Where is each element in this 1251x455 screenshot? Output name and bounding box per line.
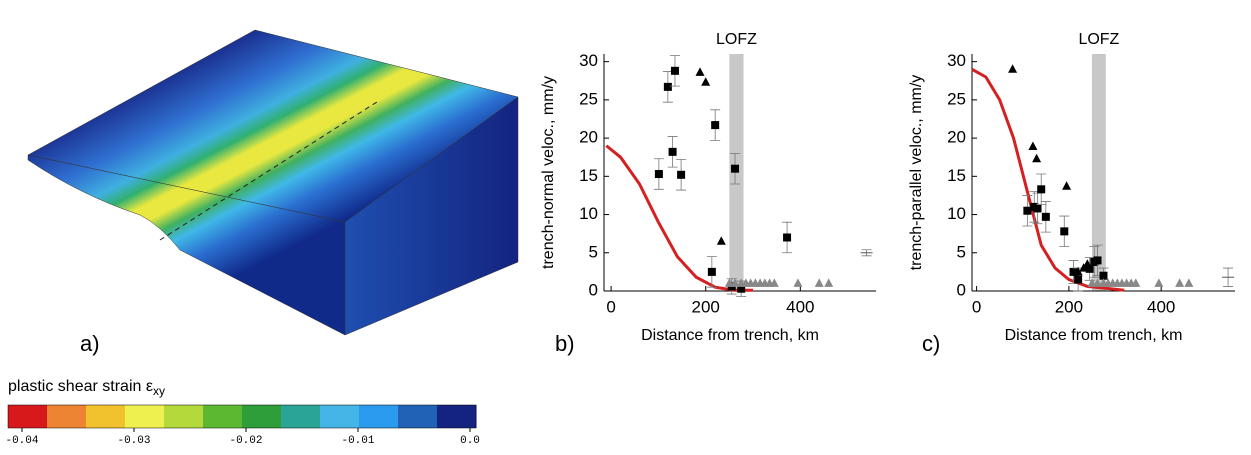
- colorbar-swatch: [242, 405, 282, 428]
- data-point: [695, 67, 705, 76]
- data-point: [1082, 259, 1092, 268]
- data-point: [783, 233, 792, 242]
- data-point: [1175, 278, 1185, 287]
- data-point: [1131, 278, 1141, 287]
- colorbar-swatch: [281, 405, 321, 428]
- data-point: [716, 236, 726, 245]
- y-tick-label: 15: [579, 166, 598, 185]
- panel-label: a): [80, 331, 100, 356]
- data-point: [1073, 266, 1083, 276]
- data-point: [701, 77, 711, 86]
- data-point: [1093, 256, 1102, 265]
- panel-label: c): [922, 331, 940, 356]
- data-point: [1028, 141, 1038, 151]
- y-tick-label: 0: [589, 280, 598, 299]
- y-tick-label: 25: [947, 89, 966, 108]
- data-point: [707, 267, 716, 276]
- x-axis-title: Distance from trench, km: [641, 327, 819, 344]
- colorbar-frame: [7, 404, 477, 429]
- data-point: [1032, 153, 1042, 163]
- data-point: [737, 284, 746, 293]
- y-tick-label: 20: [579, 128, 598, 147]
- data-point: [1085, 264, 1094, 273]
- colorbar-swatch: [86, 405, 126, 428]
- x-tick-label: 400: [1147, 297, 1175, 316]
- data-point: [1033, 204, 1042, 213]
- annotation: LOFZ: [1078, 31, 1119, 48]
- colorbar-tick-label: 0.0: [460, 435, 480, 447]
- data-point: [730, 278, 740, 287]
- colorbar-swatch: [320, 405, 360, 428]
- data-point: [1099, 271, 1108, 280]
- colorbar-swatch: [398, 405, 438, 428]
- y-tick-label: 25: [579, 89, 598, 108]
- colorbar-tick-label: -0.02: [229, 435, 262, 447]
- data-point: [1093, 278, 1103, 287]
- y-tick-label: 0: [957, 280, 966, 299]
- colorbar-subscript: xy: [153, 384, 165, 398]
- x-tick-label: 200: [1055, 297, 1083, 316]
- y-tick-label: 10: [579, 204, 598, 223]
- colorbar-tick-label: -0.01: [341, 435, 374, 447]
- data-point: [711, 121, 720, 130]
- data-point: [731, 164, 740, 173]
- colorbar-swatch: [359, 405, 399, 428]
- y-tick-label: 15: [947, 166, 966, 185]
- colorbar-swatch: [8, 405, 48, 428]
- data-point: [663, 82, 672, 91]
- panel-label: b): [555, 331, 575, 356]
- data-point: [1069, 267, 1078, 276]
- y-axis-title: trench-parallel veloc., mm/y: [908, 75, 925, 271]
- annotation: LOFZ: [716, 31, 757, 48]
- lofz-band: [1091, 54, 1106, 291]
- data-point: [668, 147, 677, 156]
- data-point: [724, 278, 734, 287]
- data-point: [670, 66, 679, 75]
- x-axis-title: Distance from trench, km: [1005, 327, 1183, 344]
- data-point: [793, 278, 803, 287]
- model-line: [971, 67, 1125, 292]
- y-tick-label: 5: [589, 242, 598, 261]
- y-tick-label: 20: [947, 128, 966, 147]
- x-tick-label: 0: [606, 297, 615, 316]
- data-point: [1037, 185, 1046, 194]
- data-point: [1062, 181, 1072, 190]
- y-tick-label: 10: [947, 204, 966, 223]
- colorbar-tick-label: -0.04: [5, 435, 38, 447]
- data-point: [1060, 227, 1069, 236]
- data-point: [677, 170, 686, 179]
- colorbar-swatch: [125, 405, 165, 428]
- data-point: [769, 278, 779, 287]
- data-point: [1023, 206, 1032, 215]
- y-tick-label: 5: [957, 242, 966, 261]
- x-tick-label: 0: [972, 297, 981, 316]
- colorbar-title-text: plastic shear strain ε: [8, 378, 153, 395]
- y-tick-label: 30: [579, 51, 598, 70]
- x-tick-label: 400: [786, 297, 814, 316]
- data-point: [654, 170, 663, 179]
- colorbar-swatch: [203, 405, 243, 428]
- y-axis-title: trench-normal veloc., mm/y: [540, 76, 557, 269]
- y-tick-label: 30: [947, 51, 966, 70]
- colorbar-tick-label: -0.03: [117, 435, 150, 447]
- data-point: [1008, 64, 1018, 73]
- model-block: [27, 29, 519, 336]
- colorbar-swatch: [47, 405, 87, 428]
- data-point: [824, 278, 834, 287]
- x-tick-label: 200: [692, 297, 720, 316]
- data-point: [1154, 278, 1164, 287]
- data-point: [1041, 212, 1050, 221]
- colorbar-swatch: [164, 405, 204, 428]
- data-point: [1074, 275, 1083, 284]
- data-point: [814, 278, 824, 287]
- data-point: [1184, 278, 1194, 287]
- colorbar-swatch: [437, 405, 477, 428]
- colorbar-title: plastic shear strain εxy: [8, 378, 165, 398]
